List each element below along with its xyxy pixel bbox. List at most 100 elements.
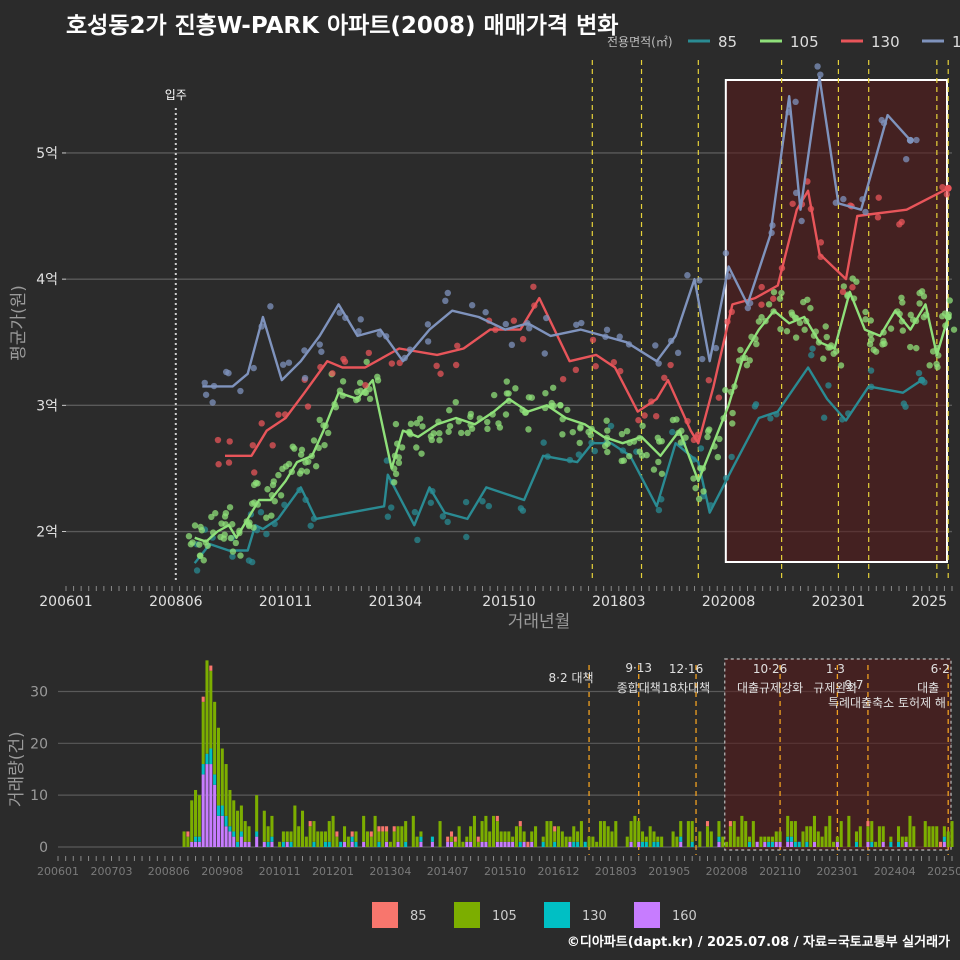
volume-bar <box>774 831 778 842</box>
volume-bar <box>415 836 419 847</box>
volume-bar <box>709 831 713 847</box>
data-point <box>250 524 257 531</box>
x-tick-label: 202404 <box>874 865 916 878</box>
data-point <box>559 375 567 383</box>
data-point <box>202 391 210 398</box>
volume-bar <box>847 815 851 847</box>
volume-bar <box>732 821 736 847</box>
data-point <box>439 513 447 520</box>
volume-bar <box>492 815 496 847</box>
data-point <box>191 522 199 529</box>
policy-text-label: 대출규제강화 <box>737 681 803 695</box>
volume-bar <box>472 815 476 847</box>
data-point <box>197 552 204 560</box>
volume-bar <box>541 836 545 842</box>
volume-bar <box>205 764 209 847</box>
data-point <box>484 418 491 426</box>
volume-bar <box>194 789 198 837</box>
data-point <box>765 301 773 308</box>
data-point <box>643 451 650 459</box>
volume-bar <box>449 836 454 842</box>
volume-bar <box>721 836 725 847</box>
data-point <box>221 531 228 538</box>
volume-bar <box>396 826 400 842</box>
x-tick-label: 201304 <box>369 594 423 610</box>
data-point <box>298 446 306 454</box>
volume-bar <box>812 841 816 847</box>
policy-text-label: 대출 <box>917 681 939 695</box>
data-point <box>934 363 941 371</box>
volume-bar <box>591 836 595 847</box>
policy-date-label: 10·26 <box>753 662 787 676</box>
volume-bar <box>205 753 209 765</box>
volume-bar <box>308 826 312 847</box>
data-point <box>316 416 323 424</box>
volume-bar <box>606 826 610 847</box>
data-point <box>464 429 471 437</box>
source-credit: ©디아파트(dapt.kr) / 2025.07.08 / 자료=국토교통부 실… <box>566 935 950 950</box>
data-point <box>384 513 392 520</box>
data-point <box>722 249 730 257</box>
data-point <box>193 567 201 574</box>
volume-bar <box>232 831 236 837</box>
x-tick-label: 200601 <box>39 594 92 610</box>
data-point <box>257 508 265 516</box>
volume-bar <box>320 831 324 847</box>
volume-bar <box>392 831 396 847</box>
volume-bar <box>572 826 576 842</box>
data-point <box>623 427 631 435</box>
data-point <box>395 459 403 467</box>
data-point <box>564 406 571 414</box>
volume-bar <box>289 831 293 842</box>
volume-bar <box>786 815 790 837</box>
data-point <box>820 355 827 362</box>
volume-bar <box>602 821 606 847</box>
volume-bar <box>354 831 358 842</box>
volume-bar <box>228 831 232 847</box>
data-point <box>653 412 660 420</box>
data-point <box>867 317 874 324</box>
volume-bar <box>908 815 912 847</box>
volume-bar <box>419 841 423 847</box>
data-point <box>502 411 510 418</box>
volume-bar <box>877 826 881 847</box>
x-tick-label: 200703 <box>90 865 132 878</box>
data-point <box>279 361 287 368</box>
data-point <box>264 486 271 493</box>
data-point <box>758 283 765 291</box>
series-line-130 <box>225 187 949 457</box>
volume-bar <box>755 841 759 847</box>
data-point <box>674 349 682 357</box>
data-point <box>777 325 784 333</box>
volume-bar <box>346 836 350 847</box>
volume-bar <box>935 826 939 847</box>
volume-bar <box>660 836 664 847</box>
volume-bar <box>312 841 316 847</box>
volume-bar <box>239 836 243 847</box>
volume-bar <box>201 701 205 765</box>
volume-bar <box>461 841 465 847</box>
volume-bar <box>388 841 392 847</box>
data-point <box>209 399 216 406</box>
data-point <box>212 510 219 517</box>
data-point <box>468 425 476 432</box>
volume-bar <box>453 841 457 847</box>
data-point <box>204 542 211 549</box>
volume-bar <box>927 826 931 847</box>
volume-bar <box>896 826 901 842</box>
volume-bar <box>419 836 423 842</box>
data-point <box>285 359 293 366</box>
volume-bar <box>453 836 457 842</box>
data-point <box>321 441 328 449</box>
volume-bar <box>449 831 454 837</box>
data-point <box>185 532 193 540</box>
volume-bar <box>518 841 522 847</box>
volume-bar <box>243 821 247 842</box>
volume-bar <box>293 805 297 847</box>
data-point <box>825 382 832 389</box>
data-point <box>258 420 265 427</box>
volume-bar <box>790 836 794 842</box>
data-point <box>452 398 459 406</box>
legend-label: 130 <box>871 33 900 51</box>
volume-bar <box>236 841 240 847</box>
